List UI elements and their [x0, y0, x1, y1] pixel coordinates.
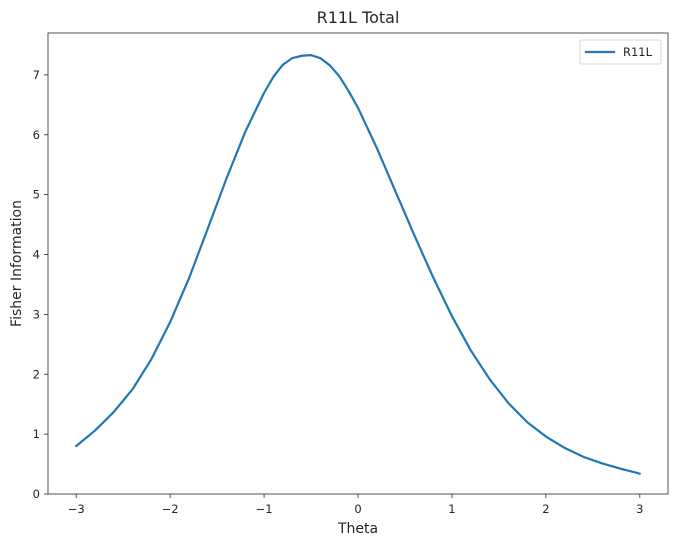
x-tick-label: 2 — [542, 502, 549, 516]
y-tick-label: 4 — [33, 248, 40, 262]
y-tick-label: 0 — [33, 487, 40, 501]
legend-box — [579, 39, 662, 65]
series-layer — [75, 54, 641, 475]
x-tick-label: −3 — [68, 502, 85, 516]
y-axis-label: Fisher Information — [9, 200, 25, 327]
x-tick-label: 3 — [636, 502, 643, 516]
y-tick-label: 7 — [33, 68, 40, 82]
y-tick-label: 2 — [33, 367, 40, 381]
legend: R11L — [579, 39, 662, 65]
x-tick-label: −2 — [162, 502, 179, 516]
x-tick-label: −1 — [256, 502, 273, 516]
series-line-r11l — [75, 54, 641, 475]
y-tick-label: 6 — [33, 128, 40, 142]
x-tick-label: 1 — [448, 502, 455, 516]
legend-label-r11l: R11L — [623, 45, 653, 59]
chart-title: R11L Total — [317, 8, 400, 27]
y-axis-ticks: 0 1 2 3 4 5 6 7 — [33, 68, 48, 501]
y-tick-label: 5 — [33, 188, 40, 202]
x-axis-label: Theta — [337, 521, 378, 537]
x-axis-ticks: −3 −2 −1 0 1 2 3 — [68, 494, 643, 516]
x-tick-label: 0 — [354, 502, 361, 516]
y-tick-label: 3 — [33, 307, 40, 321]
plot-area-frame — [47, 32, 669, 495]
y-tick-label: 1 — [33, 427, 40, 441]
